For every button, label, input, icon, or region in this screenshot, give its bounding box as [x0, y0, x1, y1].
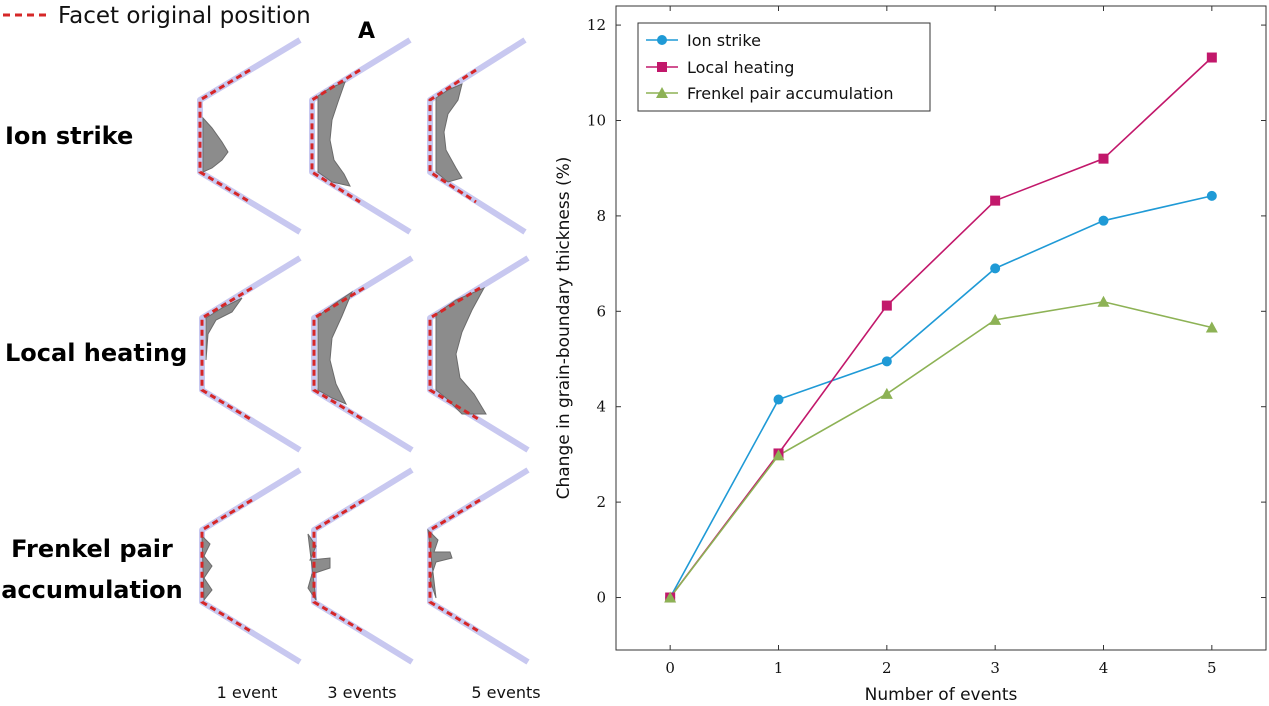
x-tick-label: 4	[1099, 659, 1109, 677]
facet-ion-strike-3-events	[309, 37, 412, 235]
legend-label-local-heating: Local heating	[687, 58, 794, 77]
y-tick-label: 10	[587, 111, 606, 129]
data-point-frenkel-pair-accumulation	[1097, 295, 1110, 307]
panel-a-label: A	[358, 19, 375, 44]
x-axis-title: Number of events	[865, 685, 1018, 705]
x-tick-label: 2	[882, 659, 892, 677]
data-point-local-heating	[990, 195, 1001, 206]
column-label-3-events: 3 events	[327, 683, 396, 702]
series-lines	[669, 56, 1213, 599]
row-label-frenkel-2: accumulation	[1, 576, 183, 604]
data-point-ion-strike	[1206, 190, 1217, 201]
y-axis-ticks: 0 2 4 6 8 10 12	[587, 16, 1266, 607]
plot-frame	[615, 5, 1267, 651]
x-tick-label: 1	[774, 659, 784, 677]
facet-ion-strike-5-events	[427, 37, 527, 235]
column-label-1-event: 1 event	[217, 683, 278, 702]
data-point-frenkel-pair-accumulation	[880, 387, 893, 399]
x-axis-ticks: 0 1 2 3 4 5	[665, 6, 1217, 677]
data-point-ion-strike	[1098, 215, 1109, 226]
legend-label-frenkel: Frenkel pair accumulation	[687, 84, 894, 103]
y-tick-label: 12	[587, 16, 606, 34]
legend-label-ion-strike: Ion strike	[687, 31, 761, 50]
legend-marker-local-heating	[657, 62, 667, 72]
data-point-local-heating	[881, 300, 892, 311]
data-point-ion-strike	[773, 394, 784, 405]
series-line-ion-strike	[669, 195, 1213, 598]
facet-key-label: Facet original position	[58, 3, 311, 29]
data-point-ion-strike	[990, 263, 1001, 274]
y-tick-label: 0	[596, 589, 606, 607]
facet-local-heating-5-events	[427, 255, 530, 453]
x-tick-label: 3	[990, 659, 1000, 677]
data-point-frenkel-pair-accumulation	[772, 449, 785, 461]
y-tick-label: 6	[596, 302, 606, 320]
legend: Ion strike Local heating Frenkel pair ac…	[637, 22, 931, 112]
facet-frenkel-1-event	[199, 467, 302, 665]
y-tick-label: 2	[596, 493, 606, 511]
data-point-local-heating	[1098, 153, 1109, 164]
series-line-frenkel-pair-accumulation	[669, 300, 1213, 599]
row-label-ion-strike: Ion strike	[5, 122, 133, 150]
facet-local-heating-3-events	[311, 255, 414, 453]
series-line-local-heating	[669, 56, 1213, 599]
legend-marker-frenkel	[656, 87, 668, 98]
facet-frenkel-3-events	[307, 467, 414, 665]
row-label-frenkel-1: Frenkel pair	[11, 535, 173, 563]
x-tick-label: 5	[1207, 659, 1217, 677]
facet-frenkel-5-events	[427, 467, 530, 665]
y-tick-label: 8	[596, 207, 606, 225]
facet-ion-strike-1-event	[197, 37, 302, 235]
y-tick-label: 4	[596, 398, 606, 416]
panel-a: Facet original position A Ion strike Loc…	[1, 3, 540, 702]
series-markers	[664, 52, 1218, 603]
data-point-local-heating	[1206, 52, 1217, 63]
data-point-ion-strike	[881, 356, 892, 367]
y-axis-title: Change in grain-boundary thickness (%)	[554, 157, 574, 500]
legend-box	[637, 22, 931, 112]
legend-marker-ion-strike	[657, 35, 667, 45]
facet-local-heating-1-event	[199, 255, 302, 453]
column-label-5-events: 5 events	[471, 683, 540, 702]
data-point-frenkel-pair-accumulation	[1205, 321, 1218, 333]
x-tick-label: 0	[665, 659, 675, 677]
data-point-frenkel-pair-accumulation	[989, 313, 1002, 325]
row-label-local-heating: Local heating	[5, 339, 187, 367]
data-point-frenkel-pair-accumulation	[664, 591, 677, 603]
